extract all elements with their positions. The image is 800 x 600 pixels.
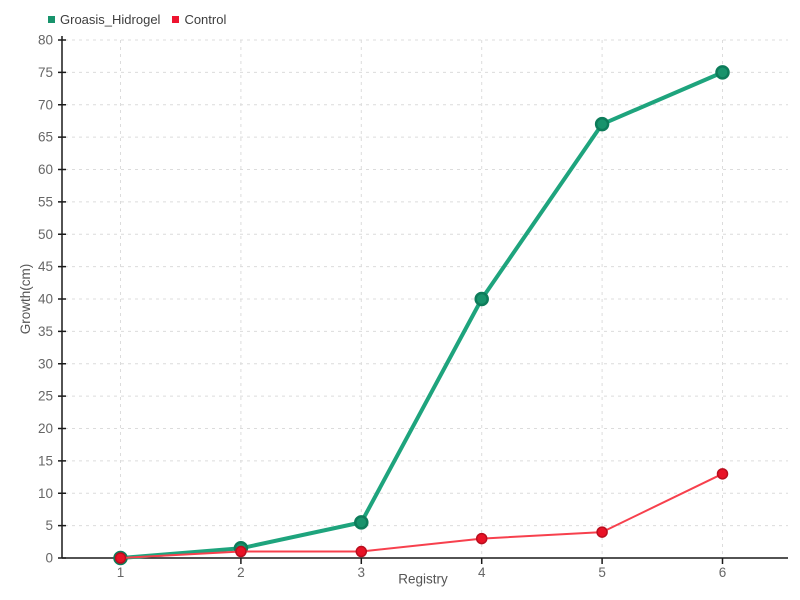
y-tick-label: 75 (38, 65, 53, 80)
series-line-control (119, 472, 724, 559)
data-point-groasis_hidrogel-5[interactable] (594, 116, 610, 132)
y-tick-label: 55 (38, 194, 53, 209)
x-tick-label: 4 (478, 565, 486, 580)
y-tick-label: 10 (38, 486, 53, 501)
x-tick-label: 1 (117, 565, 125, 580)
data-point-control-5[interactable] (596, 526, 608, 538)
y-tick-label: 20 (38, 421, 53, 436)
y-tick-label: 30 (38, 356, 53, 371)
data-point-control-3[interactable] (355, 545, 368, 558)
y-tick-label: 80 (38, 33, 53, 48)
y-tick-label: 5 (45, 518, 53, 533)
legend-item-groasis-hidrogel[interactable]: Groasis_Hidrogel (48, 12, 160, 27)
y-tick-label: 25 (38, 389, 53, 404)
legend-swatch-control (172, 16, 180, 23)
y-axis-title: Growth(cm) (18, 264, 33, 335)
y-tick-label: 45 (38, 259, 53, 274)
x-tick-label: 3 (358, 565, 366, 580)
y-tick-label: 60 (38, 162, 53, 177)
y-tick-label: 0 (45, 551, 53, 566)
data-point-control-1[interactable] (114, 552, 127, 564)
legend-swatch-groasis-hidrogel (48, 16, 55, 23)
x-tick-label: 2 (237, 565, 245, 580)
data-point-control-2[interactable] (235, 545, 247, 558)
y-tick-label: 50 (38, 227, 53, 242)
data-point-control-4[interactable] (475, 532, 488, 545)
y-tick-label: 35 (38, 324, 53, 339)
y-tick-label: 15 (38, 453, 53, 468)
data-point-groasis_hidrogel-4[interactable] (474, 291, 489, 307)
series-line-groasis_hidrogel (118, 70, 725, 560)
data-point-control-6[interactable] (716, 468, 729, 480)
y-tick-label: 40 (38, 292, 53, 307)
x-tick-label: 6 (719, 565, 727, 580)
data-point-groasis_hidrogel-3[interactable] (354, 515, 369, 530)
legend-item-control[interactable]: Control (172, 12, 226, 27)
y-tick-label: 70 (38, 97, 53, 112)
y-tick-label: 65 (38, 130, 53, 145)
x-axis-title: Registry (398, 572, 448, 587)
legend-label-control: Control (184, 12, 227, 27)
x-tick-label: 5 (598, 565, 606, 580)
legend-label-groasis-hidrogel: Groasis_Hidrogel (60, 12, 161, 27)
legend: Groasis_Hidrogel Control (48, 12, 226, 27)
data-point-groasis_hidrogel-6[interactable] (715, 65, 730, 80)
